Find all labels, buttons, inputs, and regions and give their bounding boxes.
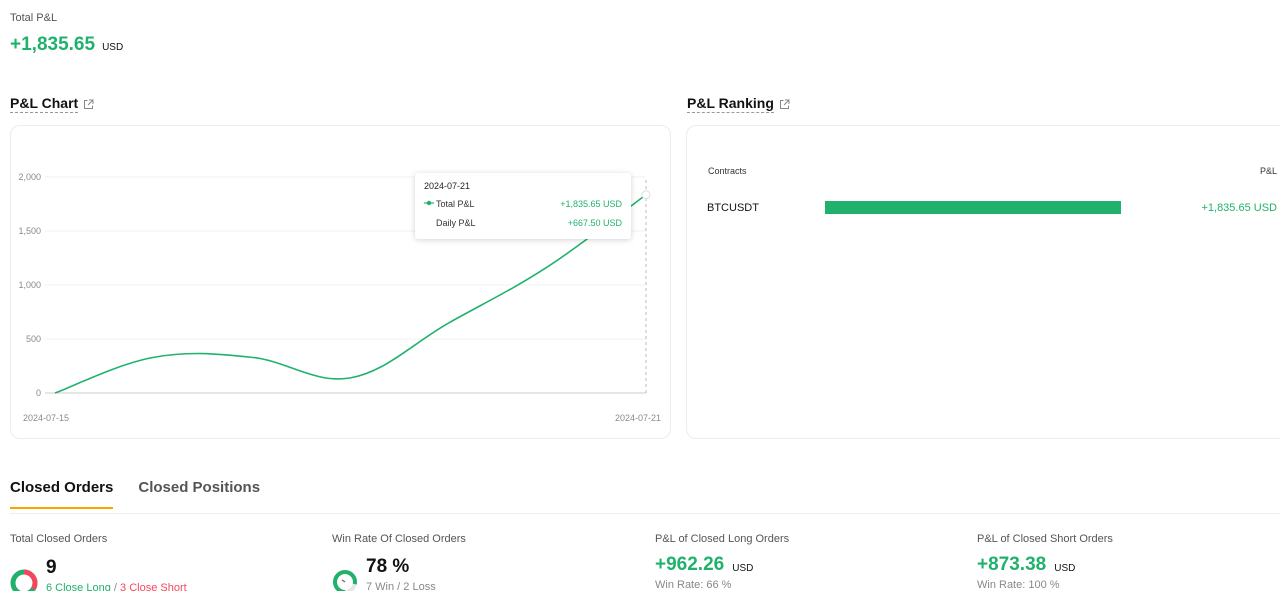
- tooltip-daily-value: +667.50 USD: [567, 218, 622, 228]
- stat-short-unit: USD: [1054, 562, 1076, 574]
- pnl-chart-title[interactable]: P&L Chart: [10, 95, 94, 113]
- tooltip-date: 2024-07-21: [424, 181, 471, 191]
- tab-closed-orders[interactable]: Closed Orders: [10, 479, 114, 509]
- stat-close-long: 6 Close Long: [46, 581, 111, 591]
- tab-closed-positions[interactable]: Closed Positions: [138, 479, 261, 496]
- stat-short-sub: Win Rate: 100 %: [977, 579, 1060, 591]
- total-pnl-unit: USD: [102, 42, 124, 53]
- stat-close-short: 3 Close Short: [120, 581, 187, 591]
- total-pnl-label: Total P&L: [10, 12, 58, 24]
- stat-winrate-label: Win Rate Of Closed Orders: [332, 533, 466, 545]
- stat-short-pnl: P&L of Closed Short Orders +873.38 USD W…: [977, 533, 1113, 591]
- stat-long-unit: USD: [732, 562, 754, 574]
- long-short-donut-icon: [10, 569, 38, 591]
- pnl-ranking-title-text[interactable]: P&L Ranking: [687, 95, 774, 113]
- y-tick-label: 1,500: [18, 226, 41, 236]
- stat-total-closed-orders: Total Closed Orders 9 6 Close Long / 3 C…: [10, 533, 187, 591]
- total-pnl: +1,835.65 USD: [10, 34, 123, 56]
- external-link-icon[interactable]: [83, 99, 94, 110]
- series-marker-icon: [424, 199, 434, 209]
- orders-tabs: Closed Orders Closed Positions: [10, 479, 260, 509]
- total-pnl-value: +1,835.65: [10, 34, 96, 55]
- chart-point[interactable]: [641, 190, 651, 200]
- ranking-header-contracts: Contracts: [708, 166, 747, 176]
- chart-points: [641, 190, 651, 200]
- tooltip-row-total: Total P&L +1,835.65 USD: [424, 198, 622, 210]
- stat-long-pnl: P&L of Closed Long Orders +962.26 USD Wi…: [655, 533, 789, 591]
- ranking-header-pnl: P&L: [1259, 166, 1277, 176]
- stat-total-label: Total Closed Orders: [10, 533, 108, 545]
- ranking-row-bar: [825, 201, 1121, 214]
- win-rate-gauge-icon: [332, 569, 358, 591]
- ranking-row-contract[interactable]: BTCUSDT: [707, 202, 759, 214]
- y-tick-label: 2,000: [18, 172, 41, 182]
- stat-long-sub: Win Rate: 66 %: [655, 579, 732, 591]
- pnl-chart-title-text[interactable]: P&L Chart: [10, 95, 79, 113]
- pnl-ranking-title[interactable]: P&L Ranking: [687, 95, 790, 113]
- tooltip-total-name: Total P&L: [436, 199, 475, 209]
- x-tick-label: 2024-07-21: [615, 413, 661, 423]
- stat-winrate-value: 78 %: [366, 555, 410, 577]
- chart-x-ticks: 2024-07-15 2024-07-21: [23, 413, 661, 423]
- chart-y-ticks: 2,000 1,500 1,000 500 0: [18, 172, 41, 398]
- tooltip-row-daily: Daily P&L +667.50 USD: [424, 217, 622, 229]
- chart-tooltip: 2024-07-21 Total P&L +1,835.65 USD Daily…: [415, 173, 631, 239]
- stat-long-value: +962.26: [655, 554, 725, 575]
- stat-long-label: P&L of Closed Long Orders: [655, 533, 790, 545]
- stat-separator: /: [113, 581, 117, 591]
- stat-short-label: P&L of Closed Short Orders: [977, 533, 1113, 545]
- x-tick-label: 2024-07-15: [23, 413, 69, 423]
- pnl-ranking-card: [686, 125, 1280, 439]
- tabs-divider: [10, 513, 1280, 514]
- tooltip-daily-name: Daily P&L: [436, 218, 476, 228]
- tooltip-total-value: +1,835.65 USD: [560, 199, 622, 209]
- y-tick-label: 0: [36, 388, 41, 398]
- y-tick-label: 1,000: [18, 280, 41, 290]
- external-link-icon[interactable]: [779, 99, 790, 110]
- stat-win-rate: Win Rate Of Closed Orders 78 % 7 Win / 2…: [332, 533, 466, 591]
- stat-total-value: 9: [46, 556, 57, 578]
- stat-short-value: +873.38: [977, 554, 1047, 575]
- series-line-total-pnl: [54, 194, 647, 394]
- y-tick-label: 500: [26, 334, 41, 344]
- stat-winrate-sub: 7 Win / 2 Loss: [366, 580, 436, 591]
- ranking-row-pnl: +1,835.65 USD: [1201, 202, 1277, 214]
